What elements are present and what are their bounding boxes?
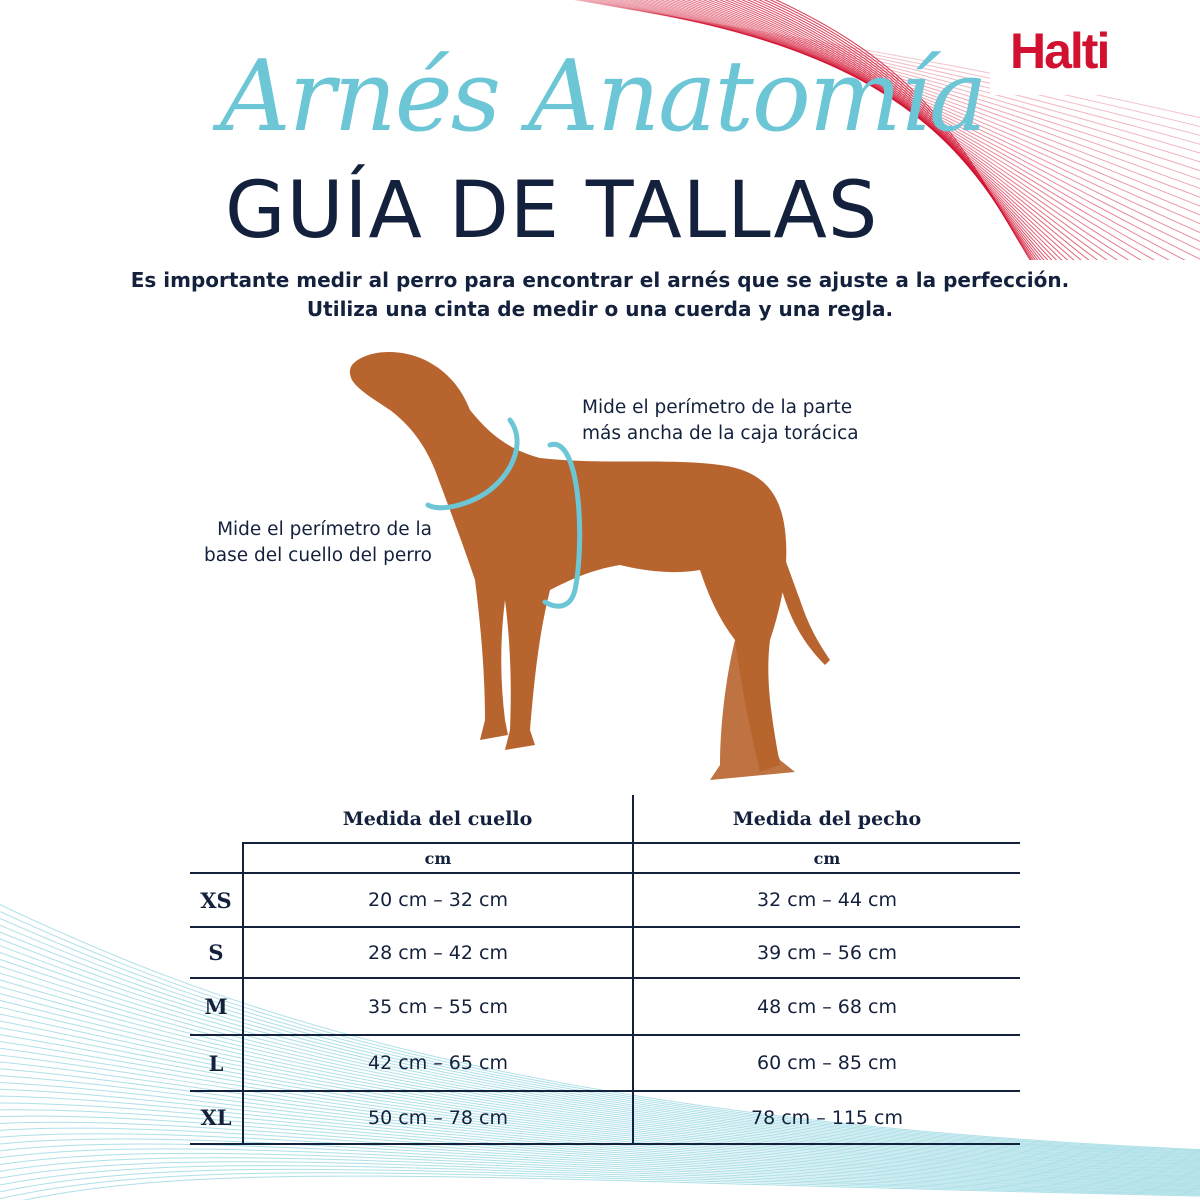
size-label: M — [190, 978, 243, 1036]
table-row: L 42 cm – 65 cm 60 cm – 85 cm — [190, 1035, 1020, 1092]
table-row: XS 20 cm – 32 cm 32 cm – 44 cm — [190, 873, 1020, 928]
wave-line — [0, 1168, 1200, 1195]
wave-line — [22, 1175, 1200, 1200]
wave-line — [623, 0, 1200, 216]
neck-range: 20 cm – 32 cm — [242, 873, 634, 928]
wave-line — [0, 1172, 1200, 1200]
neck-note-line-1: Mide el perímetro de la — [217, 519, 432, 540]
wave-line — [638, 0, 1200, 242]
chest-unit: cm — [633, 843, 1020, 874]
chest-measure-note: Mide el perímetro de la parte más ancha … — [582, 395, 859, 447]
wave-line — [0, 1157, 1200, 1192]
neck-range: 35 cm – 55 cm — [242, 978, 634, 1036]
wave-line — [577, 0, 1200, 128]
wave-line — [0, 1148, 1200, 1190]
size-table: Medida del cuello Medida del pecho cm cm… — [190, 795, 1020, 1145]
wave-line — [0, 1143, 1200, 1189]
chest-range: 39 cm – 56 cm — [633, 927, 1020, 979]
chest-range: 32 cm – 44 cm — [633, 873, 1020, 928]
wave-line — [581, 0, 1200, 136]
size-label: XS — [190, 873, 243, 928]
wave-line — [774, 0, 1031, 260]
chest-note-line-1: Mide el perímetro de la parte — [582, 397, 853, 418]
size-label: L — [190, 1035, 243, 1092]
dog-illustration — [349, 351, 830, 780]
chest-column-header: Medida del pecho — [633, 795, 1020, 844]
wave-line — [573, 0, 1200, 119]
wave-line — [608, 0, 1200, 189]
neck-unit: cm — [242, 843, 634, 874]
neck-range: 42 cm – 65 cm — [242, 1035, 634, 1092]
wave-line — [0, 1138, 1200, 1187]
wave-line — [664, 0, 1156, 260]
wave-line — [618, 0, 1200, 207]
neck-range: 28 cm – 42 cm — [242, 927, 634, 979]
neck-note-line-2: base del cuello del perro — [204, 545, 432, 566]
intro-line-1: Es importante medir al perro para encont… — [130, 268, 1070, 292]
table-row: M 35 cm – 55 cm 48 cm – 68 cm — [190, 978, 1020, 1036]
neck-measure-note: Mide el perímetro de la base del cuello … — [190, 517, 432, 569]
wave-line — [643, 0, 1200, 251]
wave-line — [0, 1152, 1200, 1191]
chest-range: 78 cm – 115 cm — [633, 1091, 1020, 1145]
wave-line — [585, 0, 1200, 145]
intro-line-2: Utiliza una cinta de medir o una cuerda … — [306, 297, 894, 321]
halti-logo: Halti — [1010, 23, 1110, 79]
wave-line — [603, 0, 1200, 181]
chest-range: 60 cm – 85 cm — [633, 1035, 1020, 1092]
neck-column-header: Medida del cuello — [243, 795, 634, 844]
wave-line — [769, 0, 1033, 260]
chest-range: 48 cm – 68 cm — [633, 978, 1020, 1036]
table-row: XL 50 cm – 78 cm 78 cm – 115 cm — [190, 1091, 1020, 1145]
wave-line — [659, 0, 1170, 260]
red-wave-decoration — [573, 0, 1200, 260]
chest-note-line-2: más ancha de la caja torácica — [582, 423, 859, 444]
logo-container — [990, 0, 1140, 95]
size-label: S — [190, 927, 243, 979]
script-title: Arnés Anatomía — [220, 40, 988, 154]
wave-line — [0, 1161, 1200, 1193]
size-label: XL — [190, 1091, 243, 1145]
wave-line — [594, 0, 1200, 163]
wave-line — [763, 0, 1034, 260]
wave-line — [0, 1165, 1200, 1194]
table-row: S 28 cm – 42 cm 39 cm – 56 cm — [190, 927, 1020, 979]
page-title: GUÍA DE TALLAS — [225, 166, 879, 256]
neck-range: 50 cm – 78 cm — [242, 1091, 634, 1145]
